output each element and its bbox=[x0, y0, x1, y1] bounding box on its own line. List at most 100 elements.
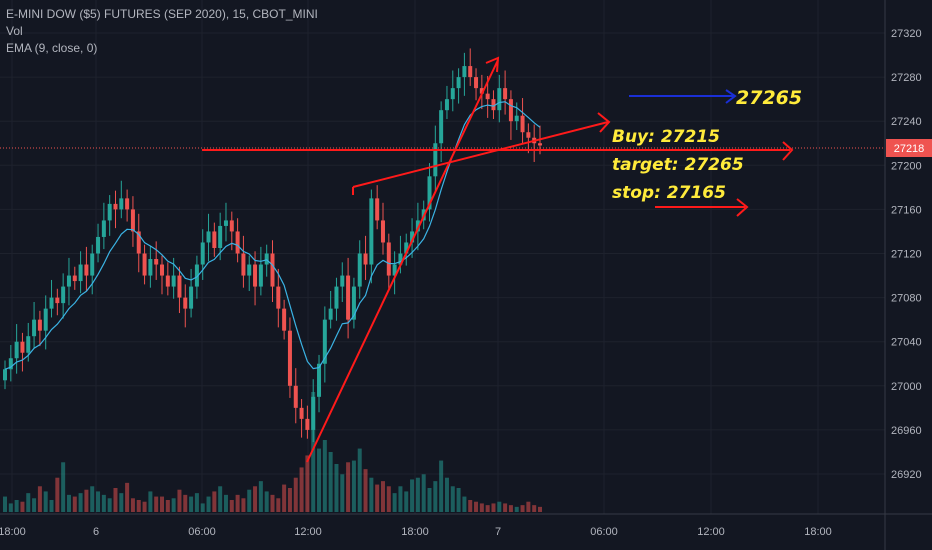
time-tick-label: 6 bbox=[93, 526, 99, 538]
volume-bar bbox=[235, 494, 240, 512]
candle-body bbox=[165, 275, 170, 287]
volume-bar bbox=[101, 494, 106, 512]
volume-bar bbox=[49, 500, 54, 512]
volume-bar bbox=[328, 452, 333, 512]
time-tick-label: 18:00 bbox=[401, 526, 429, 538]
candle-body bbox=[194, 264, 199, 287]
volume-bar bbox=[125, 482, 130, 512]
candle-body bbox=[66, 275, 71, 287]
time-tick-label: 06:00 bbox=[188, 526, 216, 538]
volume-bar bbox=[526, 501, 531, 512]
candle-body bbox=[508, 99, 513, 122]
candle-body bbox=[101, 220, 106, 237]
candle-body bbox=[334, 286, 339, 309]
candle-body bbox=[26, 336, 31, 353]
volume-bar bbox=[468, 500, 473, 512]
candle-body bbox=[386, 242, 391, 276]
candle-body bbox=[206, 231, 211, 243]
candle-body bbox=[398, 253, 403, 265]
volume-bar bbox=[305, 455, 310, 512]
candle-body bbox=[311, 396, 316, 430]
volume-bar bbox=[532, 505, 537, 512]
volume-bar bbox=[276, 498, 281, 512]
candle-body bbox=[113, 203, 118, 210]
candle-body bbox=[526, 132, 531, 138]
chart-legend: E-MINI DOW ($5) FUTURES (SEP 2020), 15, … bbox=[6, 6, 318, 57]
candle-body bbox=[229, 220, 234, 232]
volume-bar bbox=[311, 392, 316, 512]
volume-bar bbox=[334, 464, 339, 512]
volume-bar bbox=[410, 479, 415, 512]
time-tick-label: 12:00 bbox=[697, 526, 725, 538]
chart-grid bbox=[0, 0, 885, 514]
candle-body bbox=[130, 209, 135, 232]
volume-bar bbox=[241, 498, 246, 512]
candle-body bbox=[433, 143, 438, 177]
candle-body bbox=[84, 264, 89, 276]
volume-bar bbox=[32, 498, 37, 512]
candle-body bbox=[37, 319, 42, 331]
volume-bar bbox=[113, 488, 118, 512]
candle-body bbox=[293, 385, 298, 408]
trend-line-up-head bbox=[485, 56, 500, 73]
price-tick-label: 27240 bbox=[891, 116, 922, 128]
volume-bar bbox=[282, 484, 287, 512]
volume-bar bbox=[479, 503, 484, 512]
candle-body bbox=[503, 88, 508, 100]
volume-bar bbox=[206, 496, 211, 512]
time-axis[interactable]: 18:00 6 06:00 12:00 18:00 7 06:00 12:00 18:00 bbox=[0, 526, 832, 538]
candle-body bbox=[520, 115, 525, 133]
volume-bar bbox=[520, 505, 525, 512]
current-price-badge: 27218 bbox=[886, 139, 932, 157]
volume-bar bbox=[404, 491, 409, 512]
ema-indicator-label: EMA (9, close, 0) bbox=[6, 41, 98, 55]
volume-bar bbox=[369, 477, 374, 512]
candle-body bbox=[456, 77, 461, 89]
volume-bar bbox=[84, 489, 89, 512]
volume-bar bbox=[61, 462, 66, 512]
trend-drawings bbox=[202, 56, 794, 463]
candle-body bbox=[328, 308, 333, 320]
volume-bar bbox=[194, 493, 199, 512]
candle-body bbox=[276, 286, 281, 309]
candle-body bbox=[357, 253, 362, 287]
candle-body bbox=[462, 66, 467, 78]
volume-bar bbox=[165, 500, 170, 512]
volume-bar bbox=[485, 505, 490, 512]
candle-body bbox=[8, 358, 13, 370]
volume-bar bbox=[398, 486, 403, 512]
volume-bar bbox=[375, 484, 380, 512]
volume-bar bbox=[270, 494, 275, 512]
volume-bar bbox=[287, 488, 292, 512]
trend-line-mid bbox=[352, 121, 609, 188]
candle-body bbox=[90, 253, 95, 276]
candle-body bbox=[479, 88, 484, 94]
price-axis[interactable]: 26920 26960 27000 27040 27080 27120 27160 27200… bbox=[891, 28, 922, 481]
price-tick-label: 27040 bbox=[891, 337, 922, 349]
volume-bar bbox=[154, 496, 159, 512]
candle-body bbox=[119, 198, 124, 210]
volume-bar bbox=[380, 481, 385, 512]
price-tick-label: 27120 bbox=[891, 249, 922, 261]
volume-bar bbox=[183, 494, 188, 512]
time-tick-label: 18:00 bbox=[0, 526, 26, 538]
candle-body bbox=[444, 99, 449, 111]
candle-body bbox=[55, 297, 60, 304]
volume-bar bbox=[177, 489, 182, 512]
volume-bar bbox=[346, 462, 351, 512]
volume-bar bbox=[386, 486, 391, 512]
candle-body bbox=[49, 297, 54, 309]
volume-bar bbox=[421, 474, 426, 512]
candle-body bbox=[497, 88, 502, 111]
candle-body bbox=[282, 308, 287, 331]
candle-body bbox=[363, 253, 368, 265]
candle-body bbox=[491, 99, 496, 111]
volume-bar bbox=[317, 448, 322, 512]
stop-label: stop: 27165 bbox=[612, 183, 726, 203]
candle-body bbox=[223, 220, 228, 226]
target-level-label: 27265 bbox=[736, 87, 802, 109]
volume-bar bbox=[264, 491, 269, 512]
volume-bar bbox=[96, 491, 101, 512]
candle-body bbox=[375, 198, 380, 221]
